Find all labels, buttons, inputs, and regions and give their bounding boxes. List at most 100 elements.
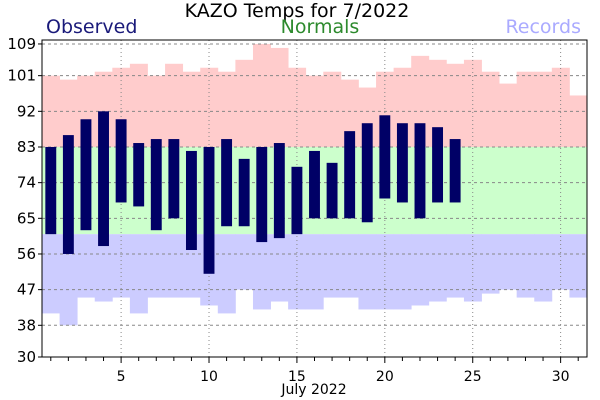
record-low-band [42, 234, 60, 314]
record-low-band [446, 234, 465, 298]
observed-bar [432, 127, 444, 203]
record-high-band [551, 67, 570, 147]
x-tick-label: 15 [288, 369, 306, 385]
record-low-band [305, 234, 324, 310]
record-low-band [288, 234, 307, 310]
observed-bar [98, 111, 109, 247]
axes: 30 38 47 56 65 74 83 92 101 109 5 10 15 20 25 30 [7, 35, 588, 385]
y-tick-label: 65 [17, 209, 36, 227]
record-high-band [481, 71, 500, 147]
record-low-band [463, 234, 482, 302]
record-high-band [252, 43, 271, 147]
observed-bar [80, 119, 92, 231]
observed-bar [238, 158, 250, 227]
observed-bar [256, 146, 268, 243]
normals-band [516, 146, 535, 235]
record-high-band [340, 79, 359, 147]
observed-bar [361, 123, 373, 223]
observed-bar [203, 146, 215, 274]
y-tick-label: 83 [17, 138, 36, 156]
y-tick-label: 101 [7, 67, 36, 85]
record-low-band [569, 234, 588, 298]
observed-bar [309, 150, 320, 219]
labels: KAZO Temps for 7/2022 Observed Normals R… [46, 0, 581, 398]
observed-bar [396, 123, 408, 203]
plot-frame [41, 39, 588, 358]
observed-bar [45, 146, 57, 235]
record-low-band [77, 234, 96, 298]
y-tick-label: 109 [7, 35, 36, 53]
record-high-band [534, 71, 553, 147]
record-low-band [499, 234, 518, 290]
observed-bar [344, 131, 356, 219]
x-tick-label: 5 [117, 369, 126, 385]
x-tick-label: 30 [552, 369, 570, 385]
y-tick-label: 74 [17, 174, 36, 192]
record-high-band [129, 63, 148, 147]
normals-band [551, 146, 570, 235]
record-low-band [340, 234, 359, 298]
observed-bar [168, 139, 180, 219]
record-low-band [147, 234, 166, 298]
record-low-band [551, 234, 570, 290]
record-high-band [569, 95, 588, 147]
record-low-band [323, 234, 342, 298]
record-high-band [499, 83, 518, 147]
normals-band [499, 146, 518, 235]
record-high-band [463, 59, 482, 147]
record-low-band [165, 234, 184, 298]
record-low-band [129, 234, 148, 314]
observed-bar [414, 123, 426, 219]
record-low-band [94, 234, 113, 302]
observed-bars [45, 111, 461, 274]
record-low-band [358, 234, 377, 310]
record-low-band [534, 234, 553, 302]
record-high-band [59, 79, 78, 147]
observed-bar [62, 135, 74, 254]
observed-bar [115, 119, 127, 203]
record-high-band [165, 63, 184, 147]
record-high-band [516, 71, 535, 147]
observed-bar [185, 150, 197, 251]
observed-bar [273, 143, 285, 239]
y-tick-label: 38 [17, 316, 36, 334]
legend-records: Records [505, 16, 581, 38]
observed-bar [326, 162, 338, 219]
record-low-band [112, 234, 131, 298]
record-low-band [393, 234, 412, 310]
record-low-band [411, 234, 430, 306]
record-low-band [428, 234, 447, 302]
legend-observed: Observed [46, 16, 137, 38]
record-low-band [481, 234, 500, 294]
y-tick-label: 92 [17, 102, 36, 120]
record-high-band [323, 71, 342, 147]
y-tick-label: 30 [17, 348, 36, 366]
observed-bar [133, 143, 145, 207]
observed-bar [449, 139, 461, 203]
observed-bar [150, 139, 162, 231]
legend-normals: Normals [281, 16, 360, 38]
record-high-band [182, 71, 201, 147]
record-high-band [200, 67, 219, 147]
observed-bar [221, 139, 233, 227]
record-low-band [235, 234, 254, 290]
normals-band [569, 146, 588, 235]
record-high-band [446, 63, 465, 147]
record-low-band [270, 234, 289, 302]
record-high-band [217, 71, 236, 147]
record-low-band [217, 234, 236, 314]
record-high-band [235, 59, 254, 147]
chart-title: KAZO Temps for 7/2022 [185, 0, 410, 22]
y-tick-label: 47 [17, 281, 36, 299]
observed-bar [379, 115, 391, 199]
x-tick-label: 20 [376, 369, 394, 385]
record-low-band [252, 234, 271, 310]
x-tick-label: 25 [464, 369, 482, 385]
x-tick-label: 10 [200, 369, 218, 385]
record-low-band [182, 234, 201, 298]
record-low-band [376, 234, 395, 310]
normals-band [481, 146, 500, 235]
y-tick-label: 56 [17, 245, 36, 263]
normals-band [534, 146, 553, 235]
